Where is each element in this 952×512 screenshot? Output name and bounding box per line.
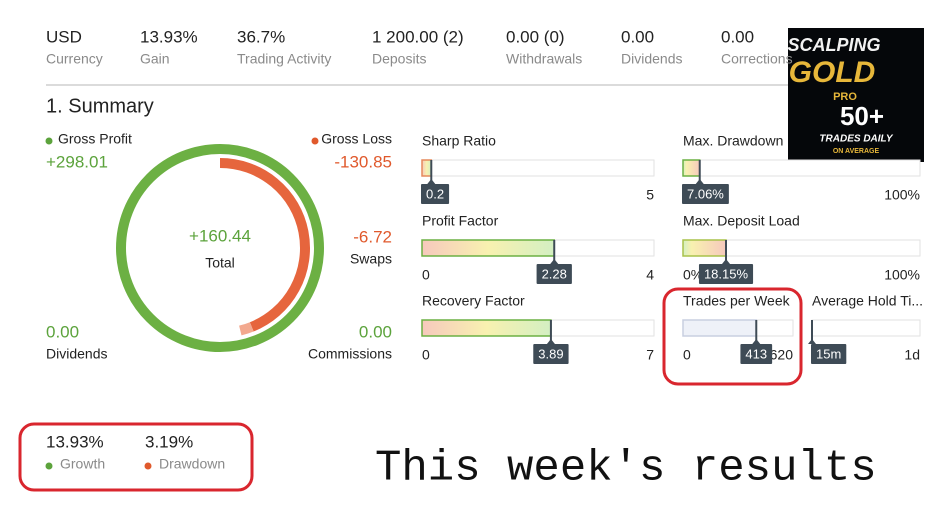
gauge-fill: [682, 159, 701, 177]
stat-value: 1 200.00 (2): [372, 27, 464, 46]
gauge-title: Profit Factor: [422, 213, 499, 229]
profit-ring: [116, 144, 324, 352]
gauge-max: 100%: [884, 187, 920, 203]
gauge-title: Max. Drawdown: [683, 133, 783, 149]
gauge-fill: [421, 239, 555, 257]
gauge-fill: [421, 319, 552, 337]
gauge-min: 0: [422, 267, 430, 283]
stat-label: Withdrawals: [506, 51, 582, 67]
stat-label: Drawdown: [159, 456, 225, 472]
gauge-min: 0: [683, 347, 691, 363]
stat-value: 3.19%: [145, 432, 193, 451]
tooltip-text: 7.06%: [687, 186, 724, 201]
tooltip-text: 2.28: [542, 266, 567, 281]
loss-arc: [219, 158, 310, 332]
tooltip-arrow: [427, 179, 436, 184]
gauge-fill: [421, 159, 433, 177]
gauge-max: 4: [646, 267, 654, 283]
gauge-title: Trades per Week: [683, 293, 791, 309]
stat-value: 0.00 (0): [506, 27, 565, 46]
logo-text: 50+: [840, 101, 884, 131]
gauge-track: [421, 159, 655, 177]
stat-label: Corrections: [721, 51, 793, 67]
stat-label: Gain: [140, 51, 170, 67]
logo-text: SCALPING: [787, 35, 880, 55]
section-title: 1. Summary: [46, 95, 154, 117]
stat-value: USD: [46, 27, 82, 46]
stat-label: Trading Activity: [237, 51, 331, 67]
tooltip-arrow: [550, 259, 559, 264]
tooltip-arrow: [808, 339, 816, 344]
logo-text: ON AVERAGE: [833, 148, 880, 155]
value: -130.85: [334, 152, 392, 171]
value: 0.00: [359, 322, 392, 341]
tooltip: [536, 264, 572, 284]
tooltip: [533, 344, 569, 364]
logo-text: PRO: [833, 91, 857, 103]
label: Total: [205, 255, 235, 271]
legend-dot: [144, 462, 152, 470]
tooltip: [740, 344, 773, 364]
swaps-arc: [239, 322, 254, 336]
label: Swaps: [350, 251, 392, 267]
tooltip: [811, 344, 847, 364]
gauge-max: 7: [646, 347, 654, 363]
stat-value: 36.7%: [237, 27, 285, 46]
tooltip-text: 413: [745, 346, 767, 361]
caption: This week's results: [375, 444, 877, 494]
value: -6.72: [353, 227, 392, 246]
label: Commissions: [308, 346, 392, 362]
tooltip-arrow: [722, 259, 731, 264]
gauge-min: 0%: [683, 267, 703, 283]
gauge-title: Recovery Factor: [422, 293, 525, 309]
gauge-title: Sharp Ratio: [422, 133, 496, 149]
label: Gross Profit: [58, 131, 132, 147]
stat-value: 0.00: [721, 27, 754, 46]
label: Gross Loss: [321, 131, 392, 147]
legend-dot: [311, 137, 319, 145]
value: +160.44: [189, 226, 251, 245]
stat-label: Deposits: [372, 51, 426, 67]
gauge-title: Average Hold Ti...: [812, 293, 923, 309]
stat-label: Growth: [60, 456, 105, 472]
logo-bg: [788, 28, 924, 162]
logo-text: GOLD: [789, 56, 876, 89]
gauge-max: 1d: [904, 347, 920, 363]
tooltip: [421, 184, 450, 204]
highlight-box: [662, 287, 803, 386]
stat-value: 13.93%: [140, 27, 198, 46]
gauge-track: [682, 159, 921, 177]
gauge-min: 0: [422, 347, 430, 363]
label: Dividends: [46, 346, 107, 362]
tooltip-arrow: [695, 179, 704, 184]
tooltip: [698, 264, 754, 284]
tooltip-arrow: [752, 339, 761, 344]
gauge-fill: [682, 319, 758, 337]
tooltip-text: 0.2: [426, 186, 444, 201]
stat-value: 13.93%: [46, 432, 104, 451]
logo-text: TRADES DAILY: [819, 134, 893, 145]
tooltip-arrow: [546, 339, 555, 344]
value: +298.01: [46, 152, 108, 171]
gauge-max: 5: [646, 187, 654, 203]
gauge-fill: [682, 239, 727, 257]
gauge-max: 620: [770, 347, 794, 363]
logo: SCALPING GOLD PRO 50+ TRADES DAILY ON AV…: [787, 28, 924, 162]
stat-label: Dividends: [621, 51, 682, 67]
stat-value: 0.00: [621, 27, 654, 46]
highlight-box: [18, 422, 254, 492]
tooltip-text: 3.89: [538, 346, 563, 361]
gauge-title: Max. Deposit Load: [683, 213, 800, 229]
tooltip: [682, 184, 729, 204]
value: 0.00: [46, 322, 79, 341]
gauge-max: 100%: [884, 267, 920, 283]
legend-dot: [45, 462, 53, 470]
tooltip-text: 18.15%: [704, 266, 749, 281]
tooltip-text: 15m: [816, 346, 841, 361]
gauge-track: [811, 319, 921, 337]
legend-dot: [45, 137, 53, 145]
stat-label: Currency: [46, 51, 103, 67]
